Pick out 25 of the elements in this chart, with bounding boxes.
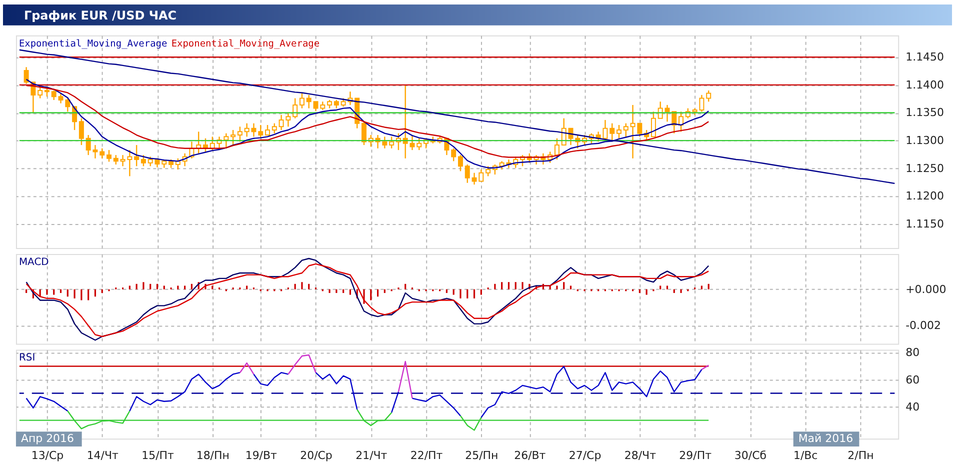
x-tick-label: 25/Пн	[465, 449, 498, 462]
chart-title: MACD	[18, 256, 50, 268]
y-tick-label: 80	[906, 346, 920, 360]
chart-title: RSI	[18, 352, 36, 364]
y-tick-label: 60	[906, 373, 920, 386]
x-tick-label: 26/Вт	[514, 449, 546, 462]
x-tick-label: 2/Пн	[848, 449, 874, 462]
x-tick-label: 13/Ср	[31, 449, 64, 462]
x-tick-label: 20/Ср	[300, 449, 332, 462]
x-tick-label: 1/Вс	[793, 449, 818, 462]
x-tick-label: 15/Пт	[142, 449, 174, 462]
y-tick-label: -0.002	[906, 319, 941, 332]
x-tick-label: 22/Пт	[410, 449, 444, 462]
annotation: Апр 2016	[20, 432, 74, 446]
y-tick-label: 40	[906, 400, 920, 414]
x-tick-label: 29/Пт	[679, 449, 712, 462]
x-tick-label: 28/Чт	[624, 449, 657, 462]
x-tick-label: 19/Вт	[245, 449, 278, 462]
x-tick-label: 14/Чт	[86, 449, 120, 462]
x-tick-label: 21/Чт	[356, 449, 388, 462]
y-tick-label: +0.000	[906, 282, 946, 296]
x-tick-label: 30/Сб	[734, 449, 767, 462]
x-tick-label: 18/Пн	[196, 449, 230, 462]
annotation: Май 2016	[798, 432, 854, 446]
x-tick-label: 27/Ср	[568, 449, 602, 462]
